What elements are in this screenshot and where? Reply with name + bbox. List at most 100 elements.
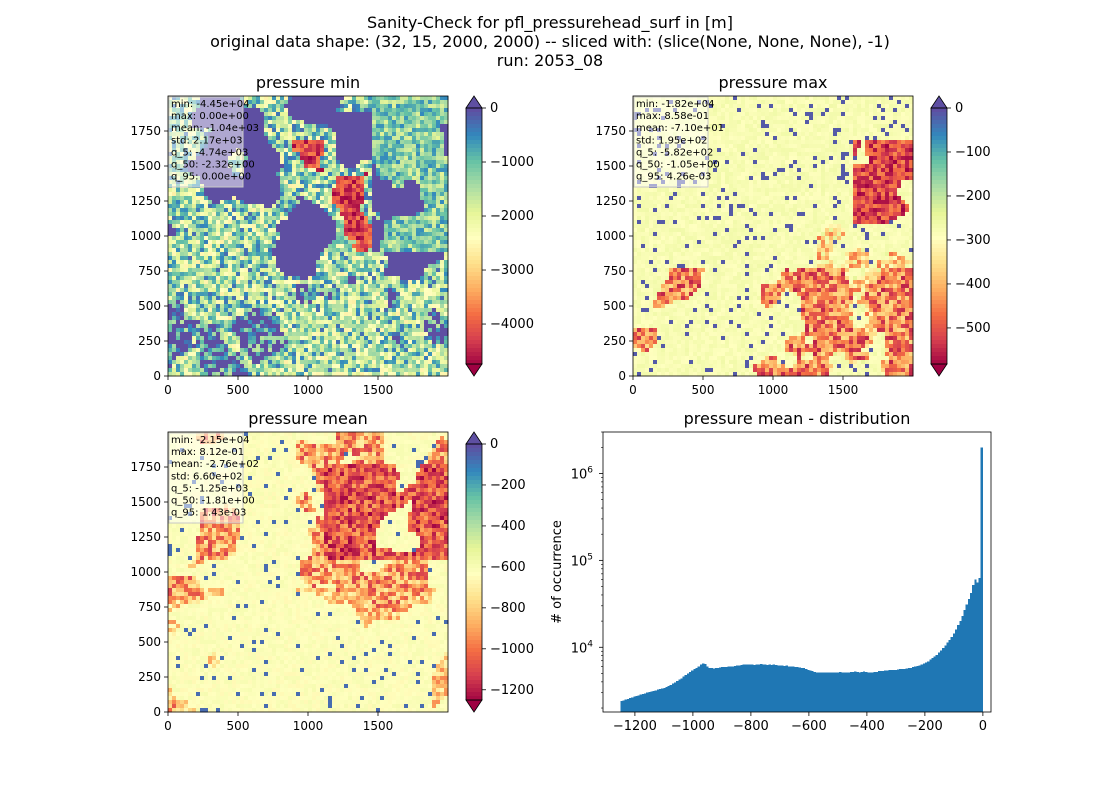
heatmap-cell [252,184,257,189]
heatmap-cell [204,232,209,237]
heatmap-cell [328,348,333,353]
heatmap-cell [324,148,329,153]
heatmap-cell [416,216,421,221]
heatmap-cell [364,320,369,325]
heatmap-cell [252,160,257,165]
colorbar-segment [466,160,482,165]
heatmap-cell [244,216,249,221]
heatmap-cell [388,352,393,357]
heatmap-cell [412,188,417,193]
heatmap-cell [328,304,333,309]
heatmap-cell [328,212,333,217]
heatmap-cell [172,328,177,333]
heatmap-cell [336,168,341,173]
heatmap-cell [236,308,241,313]
heatmap-cell [264,168,269,173]
heatmap-cell [348,96,353,101]
heatmap-cell [300,188,305,193]
heatmap-cell [232,352,237,357]
heatmap-cell [432,264,437,269]
heatmap-cell [384,228,389,233]
heatmap-cell [168,252,173,257]
heatmap-cell [276,260,281,265]
heatmap-cell [184,232,189,237]
heatmap-cell [404,132,409,137]
heatmap-cell [204,364,209,369]
heatmap-cell [328,356,333,361]
heatmap-cell [336,108,341,113]
heatmap-cell [428,172,433,177]
heatmap-cell [424,124,429,129]
heatmap-cell [240,336,245,341]
heatmap-cell [300,348,305,353]
heatmap-cell [356,104,361,109]
heatmap-cell [428,200,433,205]
heatmap-cell [244,104,249,109]
heatmap-cell [404,220,409,225]
heatmap-cell [180,292,185,297]
heatmap-cell [196,256,201,261]
heatmap-cell [392,172,397,177]
heatmap-cell [340,168,345,173]
heatmap-cell [320,340,325,345]
heatmap-cell [192,264,197,269]
heatmap-cell [380,276,385,281]
heatmap-cell [284,324,289,329]
heatmap-cell [356,120,361,125]
heatmap-cell [284,276,289,281]
heatmap-cell [380,96,385,101]
heatmap-cell [376,192,381,197]
heatmap-cell [328,360,333,365]
heatmap-cell [200,336,205,341]
heatmap-cell [440,228,445,233]
heatmap-cell [244,292,249,297]
heatmap-cell [344,308,349,313]
heatmap-cell [256,320,261,325]
heatmap-cell [400,328,405,333]
heatmap-cell [212,248,217,253]
heatmap-cell [184,360,189,365]
heatmap-cell [384,244,389,249]
heatmap-cell [420,320,425,325]
heatmap-cell [256,264,261,269]
heatmap-cell [376,284,381,289]
heatmap-cell [340,244,345,249]
heatmap-cell [296,188,301,193]
heatmap-cell [252,272,257,277]
heatmap-cell [348,168,353,173]
heatmap-cell [324,152,329,157]
heatmap-cell [308,176,313,181]
heatmap-cell [192,336,197,341]
heatmap-cell [316,324,321,329]
heatmap-cell [360,280,365,285]
heatmap-cell [312,368,317,373]
heatmap-cell [180,200,185,205]
heatmap-cell [188,308,193,313]
heatmap-cell [432,348,437,353]
heatmap-cell [336,192,341,197]
heatmap-cell [212,204,217,209]
heatmap-cell [332,136,337,141]
heatmap-cell [216,336,221,341]
heatmap-cell [244,140,249,145]
heatmap-cell [400,344,405,349]
heatmap-cell [200,260,205,265]
heatmap-cell [344,264,349,269]
heatmap-cell [176,276,181,281]
heatmap-cell [348,200,353,205]
heatmap-cell [284,120,289,125]
heatmap-cell [172,348,177,353]
heatmap-cell [404,288,409,293]
heatmap-cell [276,124,281,129]
heatmap-cell [372,248,377,253]
heatmap-cell [232,344,237,349]
heatmap-cell [184,312,189,317]
heatmap-cell [296,116,301,121]
heatmap-cell [244,160,249,165]
heatmap-cell [260,284,265,289]
heatmap-cell [372,264,377,269]
heatmap-cell [368,336,373,341]
heatmap-cell [264,320,269,325]
heatmap-cell [228,280,233,285]
heatmap-cell [396,292,401,297]
